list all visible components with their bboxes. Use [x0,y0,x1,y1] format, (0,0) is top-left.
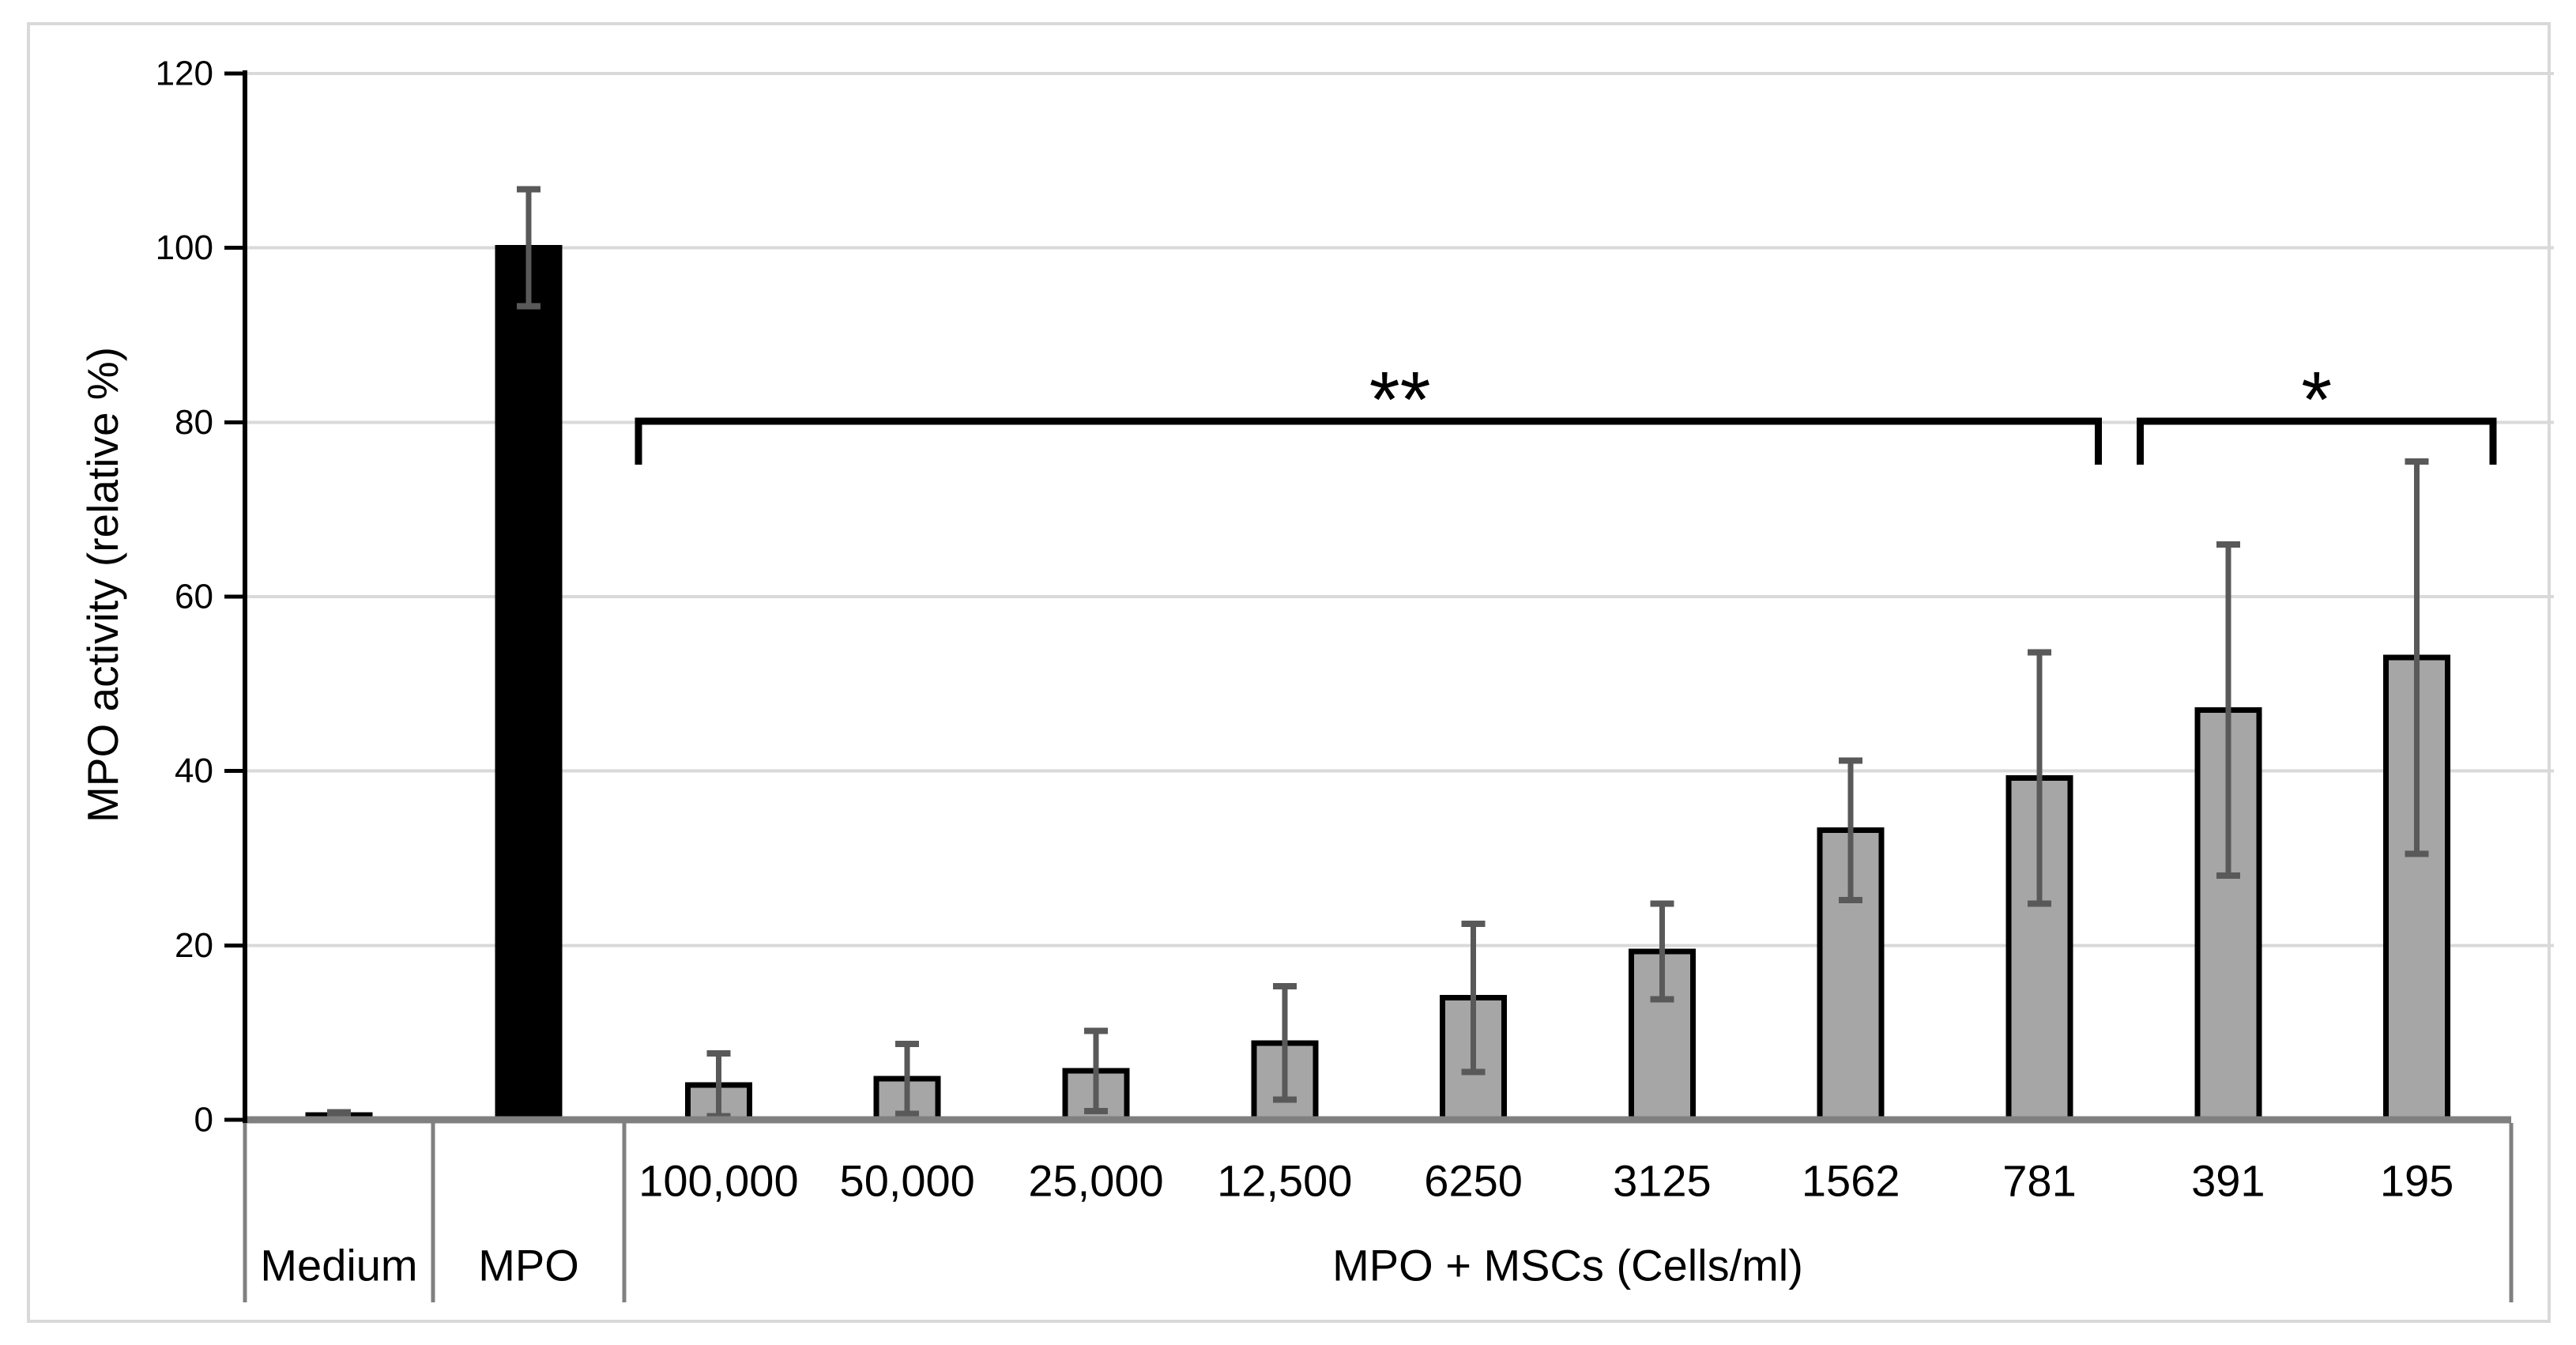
y-tick-label-100: 100 [156,228,213,267]
significance-star-label-1: ** [1369,356,1431,444]
significance-bracket-1 [635,417,2102,465]
error-bar-25000 [1084,1027,1108,1114]
category-label-3125: 3125 [1613,1156,1712,1206]
y-tick-label-40: 40 [175,752,213,790]
y-axis-title: MPO activity (relative %) [78,347,127,823]
category-label-100000: 100,000 [638,1156,798,1206]
category-label-6250: 6250 [1424,1156,1523,1206]
error-bar-391 [2216,541,2240,880]
error-bar-6250 [1461,920,1486,1076]
category-label-Medium: Medium [260,1241,417,1290]
error-bar-781 [2028,649,2051,907]
bar-MPO [495,245,563,1123]
category-label-12500: 12,500 [1217,1156,1352,1206]
category-label-195: 195 [2380,1156,2454,1206]
category-label-MPO: MPO [478,1241,579,1290]
category-label-25000: 25,000 [1028,1156,1163,1206]
y-tick-label-120: 120 [156,55,213,93]
significance-bracket-2 [2136,417,2497,465]
error-bar-3125 [1650,900,1674,1003]
x-group-label: MPO + MSCs (Cells/ml) [1332,1241,1803,1290]
significance-star-label-2: * [2301,356,2332,444]
error-bar-195 [2405,458,2429,857]
error-bar-1562 [1839,757,1863,903]
category-label-50000: 50,000 [840,1156,975,1206]
category-label-391: 391 [2191,1156,2265,1206]
category-label-781: 781 [2002,1156,2076,1206]
y-tick-label-20: 20 [175,926,213,965]
error-bar-50000 [895,1041,920,1117]
error-bar-12500 [1272,983,1297,1103]
error-bar-MPO [517,186,540,310]
figure-border [27,22,2551,1323]
category-label-1562: 1562 [1802,1156,1900,1206]
y-tick-label-60: 60 [175,578,213,616]
y-tick-label-80: 80 [175,403,213,442]
y-tick-label-0: 0 [194,1101,213,1140]
